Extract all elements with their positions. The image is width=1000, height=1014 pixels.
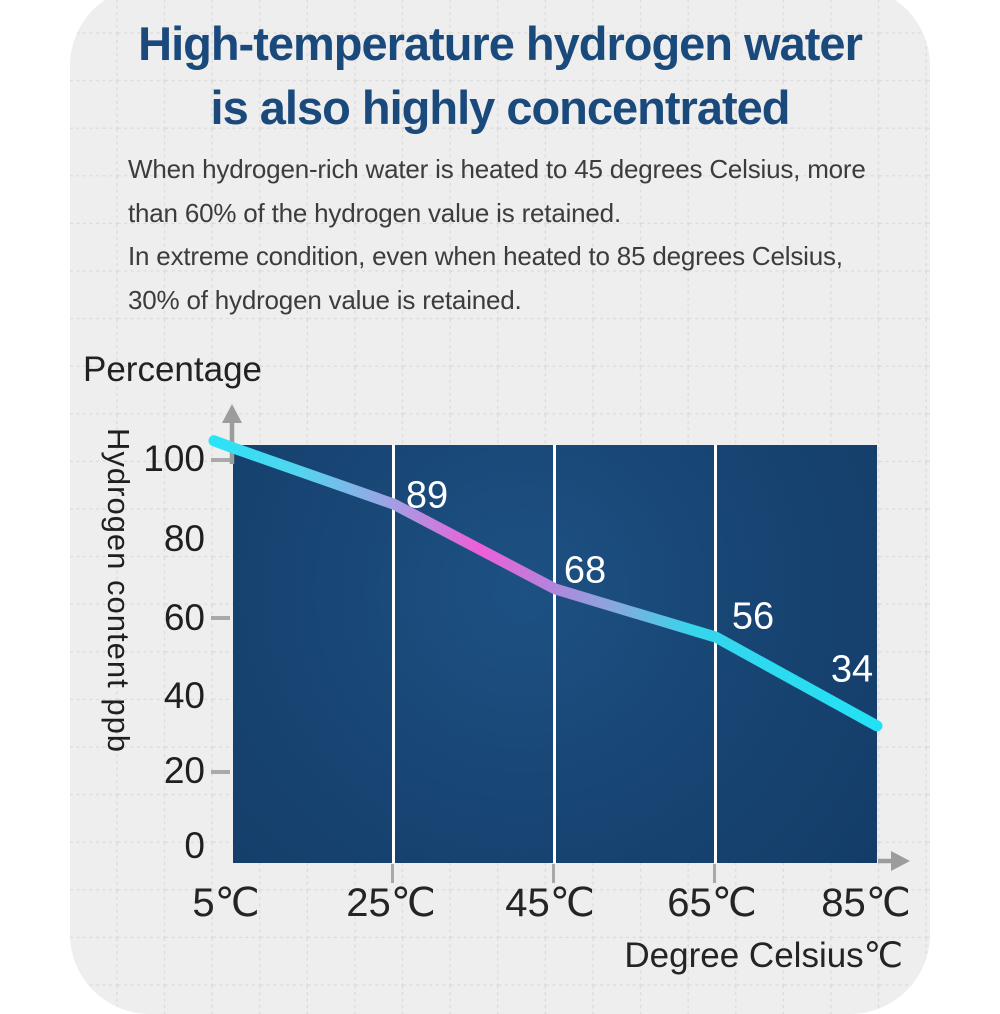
point-label-85c: 34 (830, 648, 874, 691)
y-axis-caption: Percentage (83, 350, 263, 389)
x-axis-title: Degree Celsius℃ (624, 936, 903, 975)
y-axis-title: Hydrogen content ppb (101, 428, 136, 754)
y-tick-0: 0 (184, 825, 205, 867)
page-title-line-2: is also highly concentrated (210, 81, 791, 134)
x-tick-5c: 5℃ (192, 881, 260, 925)
gridline-25c (392, 445, 395, 863)
y-tick-mark-60 (211, 616, 230, 620)
y-tick-mark-100 (211, 458, 230, 462)
description-line-3: In extreme condition, even when heated t… (128, 241, 843, 271)
x-tick-mark-65c (713, 864, 716, 883)
page-title: High-temperature hydrogen water is also … (0, 12, 1000, 140)
gridline-45c (553, 445, 556, 863)
description: When hydrogen-rich water is heated to 45… (128, 148, 908, 322)
description-line-2: than 60% of the hydrogen value is retain… (128, 197, 621, 228)
y-tick-60: 60 (163, 597, 205, 639)
point-label-65c: 56 (731, 595, 775, 638)
gridline-65c (714, 445, 717, 863)
y-tick-80: 80 (163, 518, 205, 560)
x-tick-mark-45c (552, 864, 555, 883)
point-label-45c: 68 (563, 549, 607, 592)
x-tick-85c: 85℃ (821, 881, 911, 925)
y-tick-40: 40 (163, 675, 205, 717)
y-tick-100: 100 (143, 438, 205, 480)
x-tick-25c: 25℃ (346, 881, 436, 925)
point-label-25c: 89 (405, 474, 449, 517)
description-line-4: 30% of hydrogen value is retained. (128, 284, 522, 315)
description-line-1: When hydrogen-rich water is heated to 45… (128, 154, 866, 184)
x-tick-45c: 45℃ (505, 881, 595, 925)
plot-area (233, 445, 877, 863)
page-title-line-1: High-temperature hydrogen water (138, 17, 863, 70)
y-tick-mark-20 (211, 770, 230, 774)
x-tick-mark-25c (391, 864, 394, 883)
x-tick-65c: 65℃ (667, 881, 757, 925)
y-tick-20: 20 (163, 750, 205, 792)
